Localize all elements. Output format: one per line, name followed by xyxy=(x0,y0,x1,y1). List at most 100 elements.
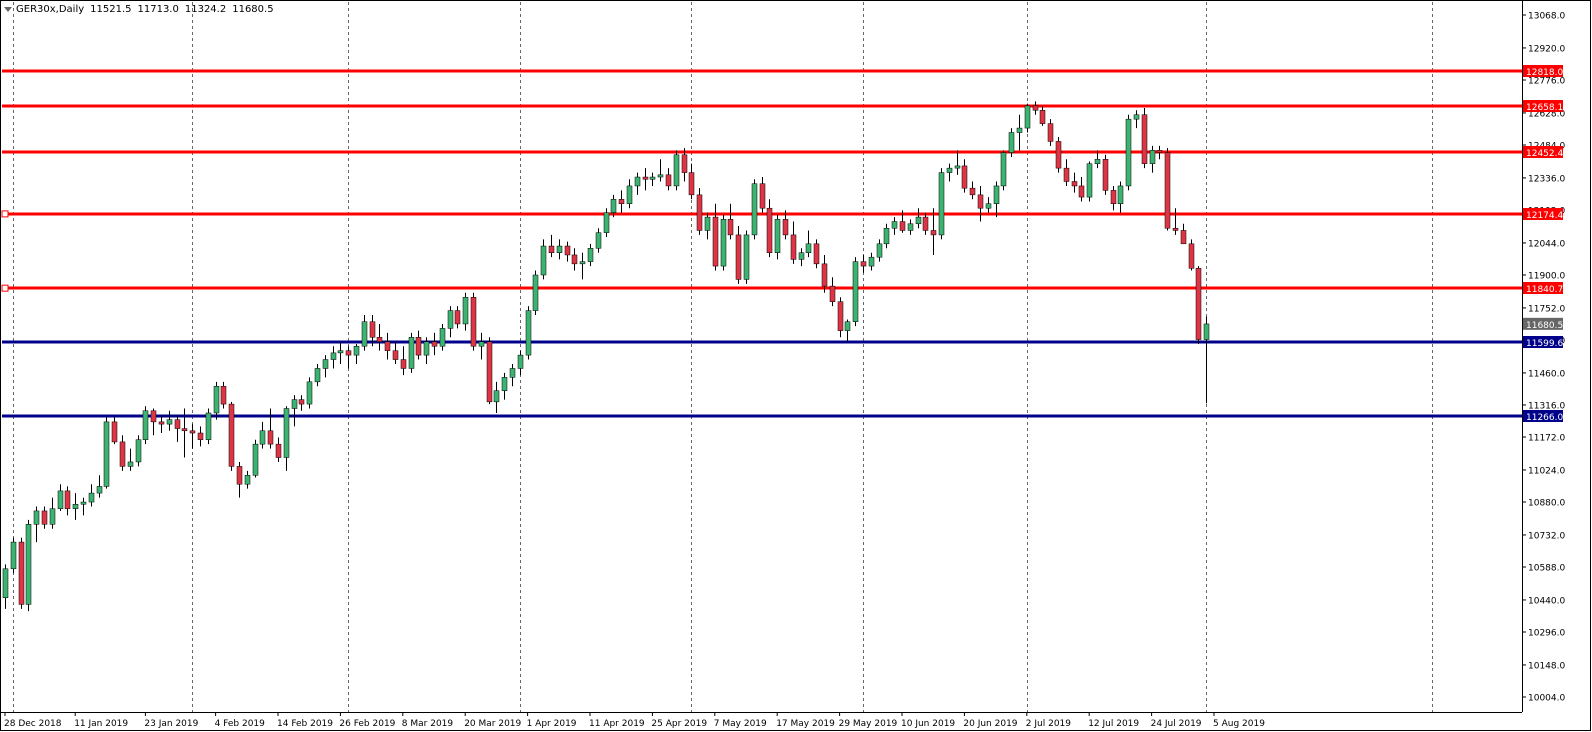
chevron-down-icon[interactable] xyxy=(4,6,12,12)
candle xyxy=(805,230,812,258)
candle xyxy=(361,315,368,351)
candle-body xyxy=(517,354,524,369)
candle-body xyxy=(899,221,906,231)
ohlc-open: 11521.5 xyxy=(90,4,132,15)
candle xyxy=(1133,110,1140,129)
candle xyxy=(64,486,71,516)
candle-body xyxy=(33,510,40,525)
candle-body xyxy=(41,510,48,525)
candle-body xyxy=(1117,185,1124,205)
candle-body xyxy=(80,501,87,505)
candle xyxy=(291,395,298,427)
candle-body xyxy=(922,216,929,231)
candle xyxy=(993,181,1000,218)
candle-body xyxy=(369,321,376,338)
candle-body xyxy=(579,261,586,265)
candle-body xyxy=(688,172,695,196)
y-tick-label: 12628.0 xyxy=(1528,109,1565,119)
candle xyxy=(930,208,937,255)
candle xyxy=(852,257,859,327)
level-anchor-handle[interactable] xyxy=(1,210,9,218)
x-tick-label: 14 Feb 2019 xyxy=(277,719,333,729)
candle xyxy=(2,564,9,609)
level-anchor-handle[interactable] xyxy=(1,284,9,292)
candle-body xyxy=(829,285,836,302)
candle-body xyxy=(852,261,859,322)
candle xyxy=(634,172,641,195)
candle xyxy=(774,214,781,260)
level-badge-label: 12174.4 xyxy=(1526,211,1563,221)
candle-body xyxy=(837,301,844,331)
candle-body xyxy=(298,399,305,405)
candle xyxy=(486,337,493,405)
candle-body xyxy=(969,187,976,196)
candle xyxy=(969,181,976,200)
candle-body xyxy=(1039,110,1046,124)
candle xyxy=(556,239,563,260)
ohlc-high: 11713.0 xyxy=(137,4,179,15)
candle xyxy=(688,163,695,200)
candle xyxy=(1016,114,1023,151)
x-tick-label: 4 Feb 2019 xyxy=(215,719,266,729)
candle-body xyxy=(291,399,298,409)
vertical-gridlines xyxy=(13,2,1433,712)
candle xyxy=(1000,150,1007,191)
candle-body xyxy=(1055,141,1062,169)
x-tick-label: 29 May 2019 xyxy=(839,719,898,729)
candlesticks xyxy=(2,101,1210,612)
candle-body xyxy=(1102,158,1109,191)
candle-body xyxy=(891,221,898,229)
candle xyxy=(322,355,329,378)
level-badge-label: 12452.4 xyxy=(1526,149,1563,159)
candle xyxy=(213,381,220,420)
candle xyxy=(142,406,149,445)
candle xyxy=(478,332,485,360)
candle xyxy=(41,506,48,529)
candle xyxy=(1071,172,1078,193)
candle xyxy=(571,248,578,271)
candle xyxy=(376,323,383,351)
candle xyxy=(977,185,984,222)
candle xyxy=(532,270,539,316)
candle xyxy=(665,168,672,191)
candle-body xyxy=(158,421,165,425)
chart-info-bar: GER30x,Daily 11521.5 11713.0 11324.2 11680.5 xyxy=(4,4,280,15)
candle xyxy=(657,159,664,182)
candle xyxy=(782,210,789,240)
candle-body xyxy=(1024,105,1031,129)
candle-body xyxy=(548,245,555,253)
candle-body xyxy=(751,183,758,236)
candle-body xyxy=(564,245,571,256)
candle xyxy=(1195,266,1202,344)
candle xyxy=(946,163,953,182)
candle xyxy=(899,210,906,233)
candle xyxy=(1086,161,1093,202)
candle xyxy=(447,306,454,338)
candle-body xyxy=(18,541,25,605)
candle xyxy=(119,435,126,471)
candle xyxy=(493,381,500,413)
candle xyxy=(1110,185,1117,211)
candle-body xyxy=(501,377,508,391)
candle-body xyxy=(743,234,750,280)
level-badge-label: 11840.7 xyxy=(1526,285,1563,295)
candle-body xyxy=(509,368,516,378)
candle xyxy=(1156,145,1163,160)
candle xyxy=(704,212,711,240)
candle-body xyxy=(844,321,851,331)
candle xyxy=(876,239,883,262)
candle-body xyxy=(454,310,461,325)
candle xyxy=(220,381,227,409)
candle-body xyxy=(681,154,688,173)
y-tick-label: 10148.0 xyxy=(1528,661,1565,671)
price-badges: 12818.0 12658.1 12452.4 12174.4 11840.7 11599… xyxy=(1,65,1563,423)
candle xyxy=(603,208,610,238)
x-tick-label: 23 Jan 2019 xyxy=(144,719,198,729)
candle xyxy=(751,179,758,240)
candle-body xyxy=(150,410,157,423)
candle xyxy=(579,252,586,280)
candle-body xyxy=(790,234,797,260)
y-tick-label: 12044.0 xyxy=(1528,239,1565,249)
